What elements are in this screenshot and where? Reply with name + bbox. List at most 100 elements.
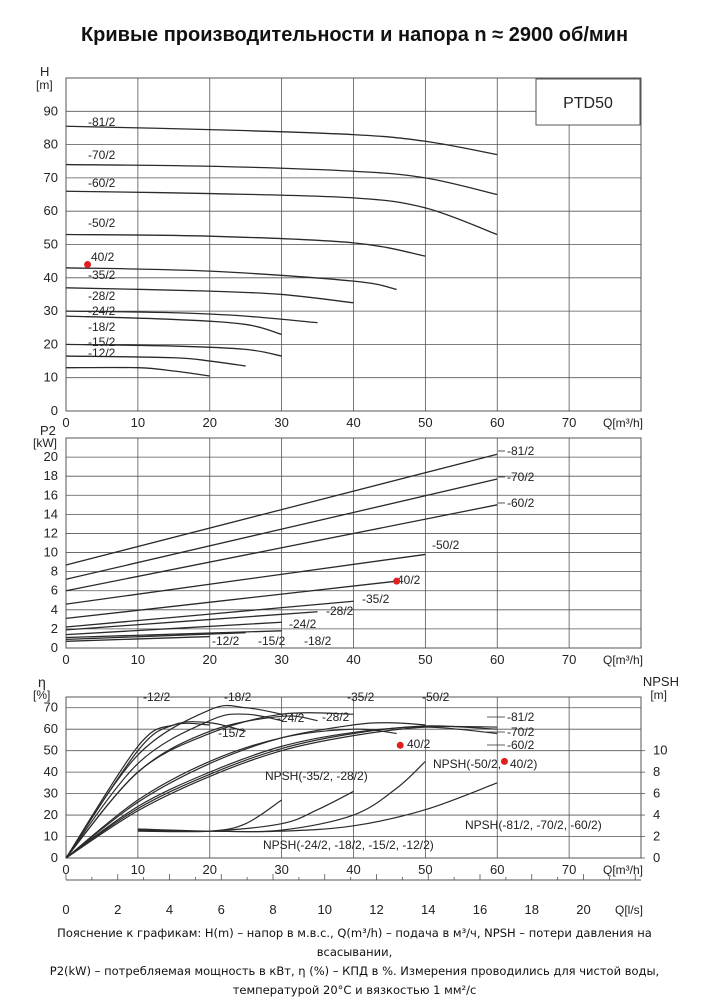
efficiency-y-tick-label: 60 — [44, 721, 58, 736]
flow-ls-tick-label: 20 — [576, 902, 590, 917]
note-line-2: P2(kW) – потребляемая мощность в кВт, η … — [49, 964, 660, 978]
power-curve — [65, 621, 282, 636]
power-series-label: 40/2 — [397, 573, 421, 587]
npsh-marker-dot — [500, 757, 508, 765]
head-curve — [65, 355, 246, 367]
model-label: PTD50 — [563, 95, 613, 112]
chart-explanation: Пояснение к графикам: H(m) – напор в м.в… — [20, 924, 689, 1000]
power-series-label: -18/2 — [304, 634, 332, 648]
head-y-tick-label: 20 — [44, 336, 58, 351]
flow-ls-axis-label: Q[l/s] — [615, 903, 643, 917]
efficiency-y-tick-label: 30 — [44, 786, 58, 801]
efficiency-series-label: -35/2 — [347, 690, 375, 704]
flow-ls-tick-label: 6 — [218, 902, 225, 917]
efficiency-series-label: -81/2 — [507, 710, 535, 724]
head-series-label: -28/2 — [88, 289, 116, 303]
power-y-tick-label: 14 — [44, 506, 58, 521]
efficiency-y-tick-label: 40 — [44, 764, 58, 779]
efficiency-series-label: -28/2 — [322, 710, 350, 724]
power-x-tick-label: 10 — [131, 652, 145, 667]
power-series-label: -50/2 — [432, 538, 460, 552]
note-line-3: температурой 20°C и вязкостью 1 мм²/с — [232, 983, 477, 997]
efficiency-y-tick-label: 50 — [44, 743, 58, 758]
power-curve — [65, 504, 498, 592]
head-series-label: 40/2 — [91, 250, 115, 264]
npsh-y-tick-label: 6 — [653, 786, 660, 801]
power-x-tick-label: 30 — [274, 652, 288, 667]
efficiency-series-label: -18/2 — [224, 690, 252, 704]
head-curve — [65, 315, 282, 336]
head-x-tick-label: 70 — [562, 415, 576, 430]
efficiency-curve — [65, 726, 498, 859]
head-series-label: -15/2 — [88, 335, 116, 349]
power-marker-dot — [393, 577, 401, 585]
model-label-box — [535, 78, 641, 126]
head-x-tick-label: 50 — [418, 415, 432, 430]
power-x-tick-label: 40 — [346, 652, 360, 667]
power-x-axis-label: Q[m³/h] — [603, 653, 643, 667]
note-line-1: Пояснение к графикам: H(m) – напор в м.в… — [57, 926, 652, 959]
efficiency-y-tick-label: 20 — [44, 807, 58, 822]
power-series-label: -60/2 — [507, 496, 535, 510]
efficiency-x-tick-label: 40 — [346, 862, 360, 877]
power-y-tick-label: 6 — [51, 583, 58, 598]
power-curve — [65, 553, 426, 605]
head-series-label: -50/2 — [88, 216, 116, 230]
flow-ls-tick-label: 14 — [421, 902, 435, 917]
head-y-tick-label: 0 — [51, 403, 58, 418]
efficiency-series-label: -15/2 — [218, 726, 246, 740]
efficiency-series-label: -24/2 — [277, 711, 305, 725]
power-series-label: -12/2 — [212, 634, 240, 648]
flow-ls-tick-label: 0 — [62, 902, 69, 917]
head-y-tick-label: 30 — [44, 303, 58, 318]
efficiency-x-tick-label: 20 — [203, 862, 217, 877]
efficiency-x-tick-label: 70 — [562, 862, 576, 877]
power-x-tick-label: 70 — [562, 652, 576, 667]
power-curve — [65, 611, 318, 631]
power-y-tick-label: 20 — [44, 449, 58, 464]
power-curve — [65, 453, 498, 566]
head-x-tick-label: 0 — [62, 415, 69, 430]
head-series-label: -12/2 — [88, 346, 116, 360]
power-y-tick-label: 0 — [51, 640, 58, 655]
power-x-tick-label: 20 — [203, 652, 217, 667]
npsh-y-tick-label: 0 — [653, 850, 660, 865]
head-curve — [65, 163, 498, 196]
head-x-axis-label: Q[m³/h] — [603, 416, 643, 430]
power-y-axis-label: P2 — [40, 423, 56, 438]
efficiency-series-label: -70/2 — [507, 725, 535, 739]
head-curve — [65, 190, 498, 236]
efficiency-series-label: -12/2 — [143, 690, 171, 704]
efficiency-series-label-40: 40/2 — [407, 737, 431, 751]
head-x-tick-label: 10 — [131, 415, 145, 430]
power-series-label: -15/2 — [258, 634, 286, 648]
efficiency-x-tick-label: 30 — [274, 862, 288, 877]
power-series-label: -70/2 — [507, 470, 535, 484]
power-curve — [65, 635, 210, 642]
head-y-tick-label: 60 — [44, 203, 58, 218]
head-y-tick-label: 10 — [44, 370, 58, 385]
head-y-axis-label: H — [40, 64, 49, 79]
efficiency-curve — [65, 715, 318, 859]
power-y-tick-label: 18 — [44, 468, 58, 483]
flow-ls-tick-label: 10 — [318, 902, 332, 917]
pump-performance-charts: 0 10 20 30 40 50 60 700102030405060708090Q[m³/h… — [33, 64, 679, 917]
power-y-tick-label: 10 — [44, 545, 58, 560]
power-curve — [65, 600, 354, 628]
efficiency-y-axis-unit: [%] — [33, 688, 50, 702]
npsh-label-24-18: NPSH(-24/2, -18/2, -15/2, -12/2) — [263, 838, 434, 852]
flow-ls-tick-label: 12 — [369, 902, 383, 917]
efficiency-series-label: -60/2 — [507, 738, 535, 752]
flow-ls-tick-label: 16 — [473, 902, 487, 917]
flow-ls-tick-label: 8 — [269, 902, 276, 917]
power-y-tick-label: 16 — [44, 487, 58, 502]
head-x-tick-label: 40 — [346, 415, 360, 430]
head-series-label: -70/2 — [88, 148, 116, 162]
power-curve — [65, 632, 246, 641]
efficiency-x-tick-label: 60 — [490, 862, 504, 877]
npsh-y-tick-label: 10 — [653, 743, 667, 758]
efficiency-curve — [65, 728, 397, 859]
power-y-tick-label: 12 — [44, 525, 58, 540]
power-curve — [65, 478, 498, 580]
power-series-label: -81/2 — [507, 444, 535, 458]
